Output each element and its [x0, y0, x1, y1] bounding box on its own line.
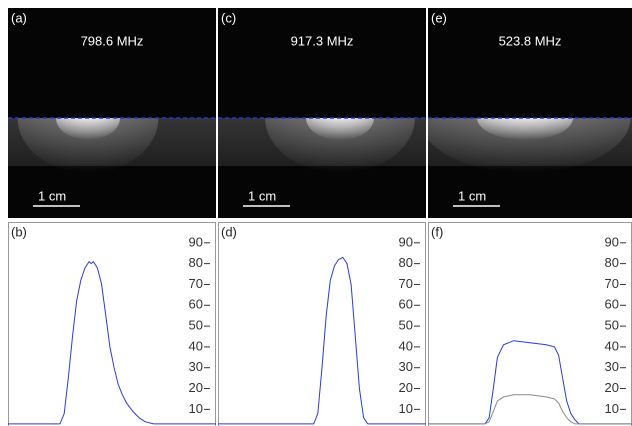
plot-panel — [428, 222, 632, 426]
y-tick-label: 60 — [399, 297, 413, 312]
profile-line — [218, 256, 426, 425]
y-tick-label: 70 — [399, 276, 413, 291]
y-tick-label: 70 — [189, 276, 203, 291]
glow-halo — [428, 118, 631, 173]
panel-label: (f) — [431, 224, 443, 239]
y-tick-label: 90 — [399, 234, 413, 249]
profile-line — [8, 260, 216, 425]
y-tick-label: 20 — [189, 380, 203, 395]
y-tick-label: 60 — [605, 297, 619, 312]
panel-label: (c) — [221, 10, 236, 25]
panel-label: (a) — [11, 10, 27, 25]
glow — [477, 118, 573, 140]
plot-panel — [8, 222, 216, 426]
y-tick-label: 30 — [605, 359, 619, 374]
y-tick-label: 10 — [189, 401, 203, 416]
glow-halo — [17, 118, 159, 173]
y-tick-label: 30 — [189, 359, 203, 374]
glow — [306, 118, 374, 140]
y-tick-label: 20 — [605, 380, 619, 395]
y-tick-label: 30 — [399, 359, 413, 374]
scale-bar-label: 1 cm — [248, 188, 276, 203]
scale-bar-label: 1 cm — [38, 188, 66, 203]
y-tick-label: 80 — [605, 255, 619, 270]
y-tick-label: 70 — [605, 276, 619, 291]
y-tick-label: 50 — [605, 318, 619, 333]
glow — [56, 118, 120, 140]
frequency: 798.6 MHz — [81, 33, 144, 48]
y-tick-label: 80 — [399, 255, 413, 270]
y-tick-label: 90 — [605, 234, 619, 249]
scale-bar-label: 1 cm — [458, 188, 486, 203]
y-tick-label: 40 — [605, 338, 619, 353]
y-tick-label: 60 — [189, 297, 203, 312]
profile-line — [428, 394, 632, 425]
image-panel — [428, 8, 632, 218]
plot-panel — [218, 222, 426, 426]
y-tick-label: 90 — [189, 234, 203, 249]
frequency: 917.3 MHz — [291, 33, 354, 48]
panel-label: (b) — [11, 224, 27, 239]
y-tick-label: 50 — [399, 318, 413, 333]
y-tick-label: 40 — [399, 338, 413, 353]
panel-label: (e) — [431, 10, 447, 25]
image-panel — [8, 8, 216, 218]
y-tick-label: 10 — [399, 401, 413, 416]
y-tick-label: 50 — [189, 318, 203, 333]
image-panel — [218, 8, 426, 218]
profile-line — [428, 340, 632, 425]
y-tick-label: 80 — [189, 255, 203, 270]
y-tick-label: 10 — [605, 401, 619, 416]
frequency: 523.8 MHz — [499, 33, 562, 48]
y-tick-label: 40 — [189, 338, 203, 353]
y-tick-label: 20 — [399, 380, 413, 395]
panel-label: (d) — [221, 224, 237, 239]
glow-halo — [265, 118, 415, 173]
